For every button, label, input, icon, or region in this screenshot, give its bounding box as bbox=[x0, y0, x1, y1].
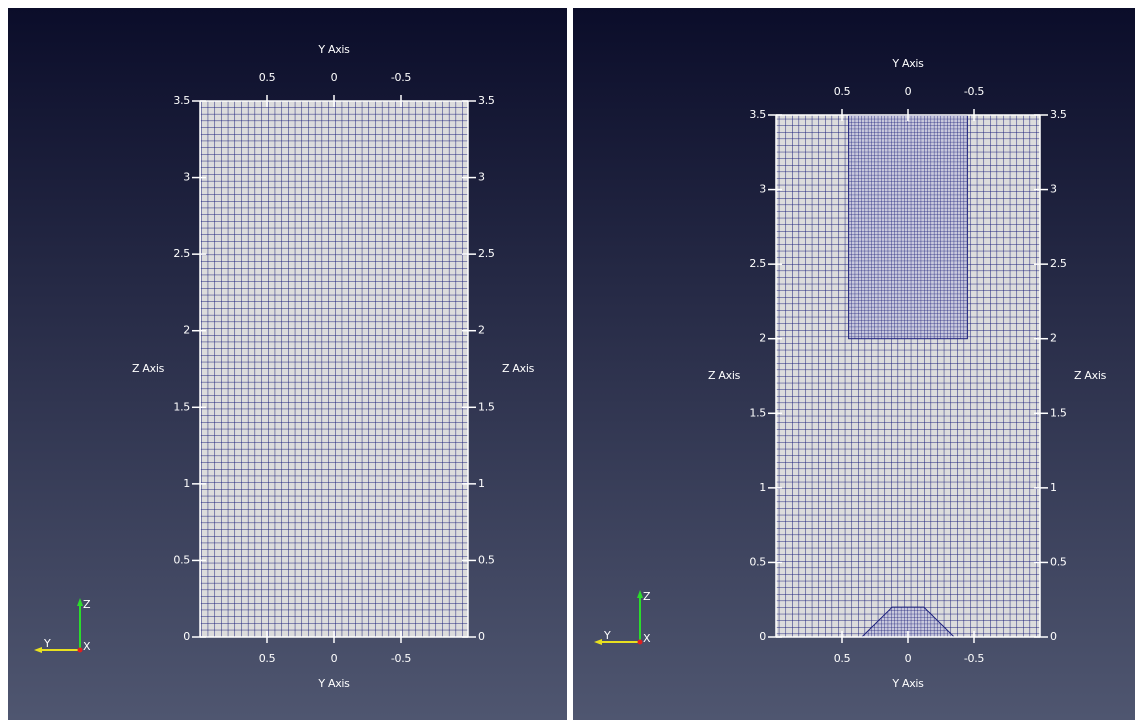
z-tick-label: 1 bbox=[759, 481, 766, 494]
y-tick-label: -0.5 bbox=[964, 85, 985, 98]
y-tick-label: 0.5 bbox=[259, 652, 276, 665]
axis-title: Y Axis bbox=[891, 57, 924, 70]
axis-title: Y Axis bbox=[317, 677, 350, 690]
axis-title: Z Axis bbox=[708, 369, 741, 382]
triad-label: Z bbox=[83, 598, 91, 611]
y-tick-label: 0 bbox=[905, 85, 912, 98]
z-tick-label: 1 bbox=[183, 477, 190, 490]
axis-title: Z Axis bbox=[132, 362, 165, 375]
z-tick-label: 3 bbox=[759, 183, 766, 196]
z-tick-label: 2.5 bbox=[749, 257, 766, 270]
y-tick-label: 0 bbox=[331, 652, 338, 665]
z-tick-label: 1.5 bbox=[173, 400, 190, 413]
triad-x bbox=[638, 640, 643, 645]
axis-title: Z Axis bbox=[502, 362, 535, 375]
z-tick-label: 0.5 bbox=[173, 553, 190, 566]
z-tick-label: 0 bbox=[478, 630, 485, 643]
axis-title: Z Axis bbox=[1074, 369, 1107, 382]
z-tick-label: 0.5 bbox=[749, 555, 766, 568]
axis-title: Y Axis bbox=[891, 677, 924, 690]
z-tick-label: 3 bbox=[183, 171, 190, 184]
z-tick-label: 2.5 bbox=[173, 247, 190, 260]
triad-x bbox=[78, 648, 83, 653]
z-tick-label: 1 bbox=[478, 477, 485, 490]
z-tick-label: 2 bbox=[478, 324, 485, 337]
triad-label: X bbox=[83, 640, 91, 653]
triad-label: Z bbox=[643, 590, 651, 603]
z-tick-label: 2 bbox=[183, 324, 190, 337]
z-tick-label: 3 bbox=[1050, 183, 1057, 196]
z-tick-label: 2.5 bbox=[1050, 257, 1067, 270]
z-tick-label: 3.5 bbox=[749, 108, 766, 121]
z-tick-label: 3.5 bbox=[478, 94, 495, 107]
z-tick-label: 1 bbox=[1050, 481, 1057, 494]
triad-label: X bbox=[643, 632, 651, 645]
z-tick-label: 1.5 bbox=[478, 400, 495, 413]
z-tick-label: 2.5 bbox=[478, 247, 495, 260]
triad-label: Y bbox=[43, 637, 51, 650]
z-tick-label: 3.5 bbox=[173, 94, 190, 107]
axis-title: Y Axis bbox=[317, 43, 350, 56]
z-tick-label: 0.5 bbox=[478, 553, 495, 566]
z-tick-label: 2 bbox=[759, 332, 766, 345]
y-tick-label: 0 bbox=[331, 71, 338, 84]
z-tick-label: 3.5 bbox=[1050, 108, 1067, 121]
z-tick-label: 2 bbox=[1050, 332, 1057, 345]
viewer: 0.5 0.5 0 0 -0.5 -0.5 0 0 0.5 0.5 1 1 1.5 1.5 2 2 2.5 2.5… bbox=[0, 0, 1138, 724]
y-tick-label: 0.5 bbox=[834, 85, 851, 98]
refined-mesh bbox=[849, 115, 968, 339]
z-tick-label: 1.5 bbox=[749, 406, 766, 419]
triad-label: Y bbox=[603, 629, 611, 642]
y-tick-label: 0 bbox=[905, 652, 912, 665]
y-tick-label: -0.5 bbox=[964, 652, 985, 665]
y-tick-label: 0.5 bbox=[259, 71, 276, 84]
z-tick-label: 3 bbox=[478, 171, 485, 184]
z-tick-label: 0 bbox=[759, 630, 766, 643]
mesh bbox=[200, 101, 468, 637]
y-tick-label: 0.5 bbox=[834, 652, 851, 665]
z-tick-label: 0 bbox=[1050, 630, 1057, 643]
y-tick-label: -0.5 bbox=[391, 71, 412, 84]
z-tick-label: 1.5 bbox=[1050, 406, 1067, 419]
z-tick-label: 0.5 bbox=[1050, 555, 1067, 568]
z-tick-label: 0 bbox=[183, 630, 190, 643]
y-tick-label: -0.5 bbox=[391, 652, 412, 665]
